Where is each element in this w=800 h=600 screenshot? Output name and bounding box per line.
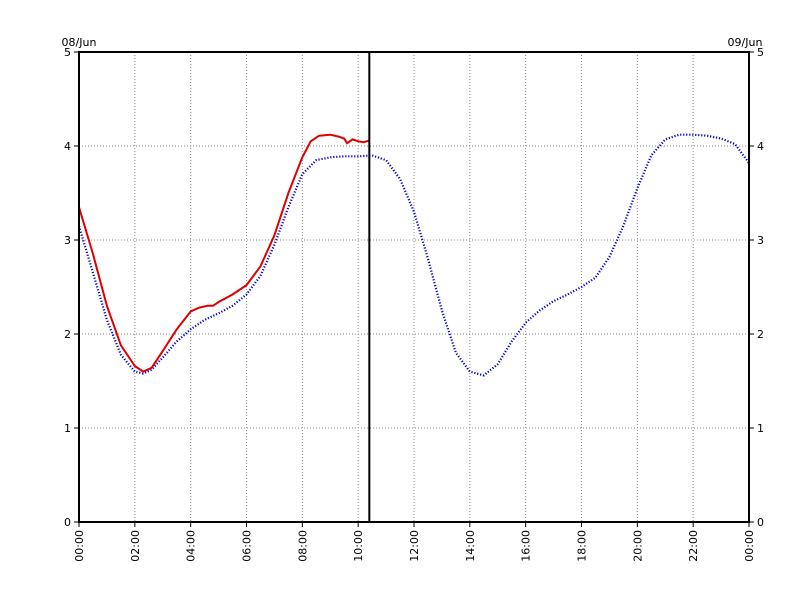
y-tick-label-right: 5 bbox=[757, 46, 764, 59]
x-tick-label: 22:00 bbox=[687, 530, 700, 562]
x-tick-label: 00:00 bbox=[73, 530, 86, 562]
grid-lines bbox=[79, 52, 749, 522]
y-tick-label-right: 2 bbox=[757, 328, 764, 341]
y-tick-label-left: 5 bbox=[64, 46, 71, 59]
x-tick-label: 16:00 bbox=[520, 530, 533, 562]
y-tick-label-left: 4 bbox=[64, 140, 71, 153]
series-layer bbox=[77, 133, 750, 377]
y-tick-label-right: 1 bbox=[757, 422, 764, 435]
date-label-right: 09/Jun bbox=[728, 36, 763, 49]
y-tick-label-left: 3 bbox=[64, 234, 71, 247]
y-tick-label-left: 1 bbox=[64, 422, 71, 435]
x-tick-label: 00:00 bbox=[743, 530, 756, 562]
x-tick-label: 18:00 bbox=[576, 530, 589, 562]
y-tick-label-left: 0 bbox=[64, 516, 71, 529]
y-tick-label-right: 0 bbox=[757, 516, 764, 529]
y-tick-label-right: 4 bbox=[757, 140, 764, 153]
series-line-1 bbox=[78, 133, 370, 373]
tick-marks bbox=[74, 51, 754, 527]
series-line-0 bbox=[77, 133, 750, 377]
x-tick-label: 12:00 bbox=[408, 530, 421, 562]
x-tick-label: 08:00 bbox=[296, 530, 309, 562]
x-tick-label: 02:00 bbox=[129, 530, 142, 562]
x-tick-label: 06:00 bbox=[241, 530, 254, 562]
x-tick-label: 04:00 bbox=[185, 530, 198, 562]
y-tick-label-right: 3 bbox=[757, 234, 764, 247]
x-tick-label: 20:00 bbox=[631, 530, 644, 562]
date-label-left: 08/Jun bbox=[62, 36, 97, 49]
x-tick-label: 10:00 bbox=[352, 530, 365, 562]
y-tick-label-left: 2 bbox=[64, 328, 71, 341]
x-tick-label: 14:00 bbox=[464, 530, 477, 562]
